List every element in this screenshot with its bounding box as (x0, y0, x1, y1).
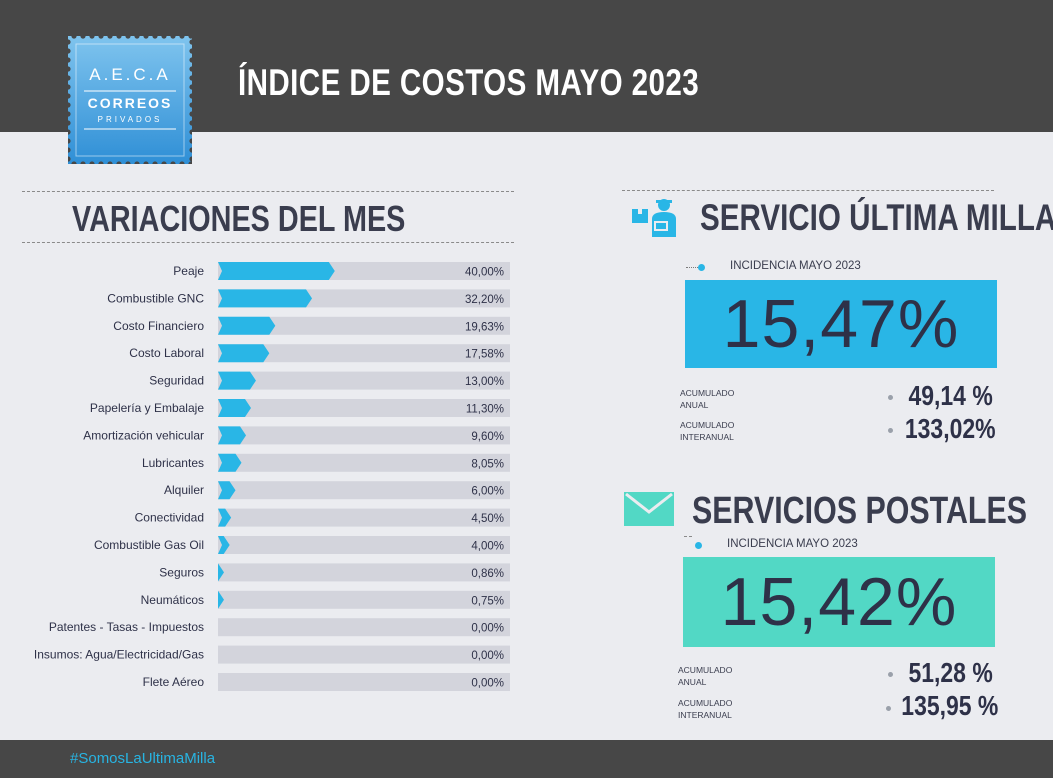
value-label: 0,75% (471, 595, 504, 607)
bar-3 (218, 344, 270, 363)
bar-track (218, 508, 510, 527)
divider-bottom-left (22, 242, 514, 243)
bar-6 (218, 426, 247, 445)
logo-correos-text: CORREOS (88, 95, 173, 111)
acumulado-anual-value-ultima: 49,14 % (908, 380, 993, 411)
incidencia-label-postales: INCIDENCIA MAYO 2023 (727, 538, 858, 550)
incidencia-connector (686, 267, 700, 268)
bullet-interanual-postales (886, 706, 891, 711)
category-label: Seguros (159, 565, 204, 579)
divider-top-left (22, 191, 514, 192)
bar-4 (218, 371, 256, 390)
category-label: Combustible Gas Oil (94, 538, 204, 552)
value-label: 6,00% (471, 486, 504, 498)
bar-10 (218, 536, 230, 554)
acumulado-interanual-value-ultima: 133,02% (905, 413, 996, 444)
incidencia-bullet-postales (695, 542, 702, 549)
bar-8 (218, 481, 236, 500)
acumulado-anual-label-ultima: ACUMULADO ANUAL (680, 388, 735, 410)
acumulado-interanual-label-postales: ACUMULADO INTERANUAL (678, 698, 733, 720)
bar-0 (218, 262, 335, 280)
footer-bar (0, 740, 1053, 778)
category-label: Alquiler (164, 483, 204, 497)
value-label: 0,86% (471, 568, 504, 580)
bullet-anual-ultima (888, 395, 893, 400)
acumulado-interanual-value-postales: 135,95 % (900, 690, 998, 721)
category-label: Costo Laboral (129, 346, 204, 360)
bar-track (218, 399, 510, 417)
bar-track (218, 344, 510, 363)
category-label: Conectividad (135, 511, 204, 525)
incidencia-box-postales: 15,42% (683, 557, 995, 647)
envelope-icon (624, 492, 674, 526)
bar-track (218, 618, 510, 637)
bar-5 (218, 399, 251, 417)
bar-9 (218, 508, 232, 527)
section-title-postales: SERVICIOS POSTALES (692, 490, 1028, 532)
category-label: Neumáticos (141, 593, 204, 607)
value-label: 0,00% (471, 650, 504, 662)
delivery-person-icon (632, 199, 676, 237)
page-title: ÍNDICE DE COSTOS MAYO 2023 (238, 62, 700, 103)
bar-1 (218, 289, 313, 308)
acumulado-anual-label-postales: ACUMULADO ANUAL (678, 665, 733, 687)
category-label: Amortización vehicular (83, 428, 204, 442)
category-label: Papelería y Embalaje (90, 401, 204, 415)
section-title-variaciones: VARIACIONES DEL MES (72, 198, 406, 239)
acumulado-interanual-label-ultima: ACUMULADO INTERANUAL (680, 420, 735, 442)
acumulado-anual-value-postales: 51,28 % (908, 657, 993, 688)
category-label: Peaje (173, 264, 204, 278)
bar-11 (218, 563, 224, 582)
logo-aeca-text: A.E.C.A (89, 65, 170, 84)
footer-hashtag[interactable]: #SomosLaUltimaMilla (70, 750, 216, 767)
bar-track (218, 371, 510, 390)
value-label: 0,00% (471, 678, 504, 690)
category-label: Seguridad (149, 374, 204, 388)
bar-track (218, 536, 510, 554)
value-label: 8,05% (471, 458, 504, 470)
value-label: 0,00% (471, 623, 504, 635)
category-label: Costo Financiero (113, 319, 204, 333)
bar-track (218, 563, 510, 582)
bar-12 (218, 590, 224, 609)
logo-privados-text: PRIVADOS (98, 115, 163, 124)
bar-7 (218, 453, 242, 472)
divider-ultima-milla (622, 190, 994, 191)
value-label: 40,00% (465, 267, 504, 279)
incidencia-value-ultima: 15,47% (722, 286, 960, 362)
bar-track (218, 453, 510, 472)
value-label: 9,60% (471, 431, 504, 443)
bar-track (218, 316, 510, 335)
bar-2 (218, 316, 276, 335)
value-label: 19,63% (465, 321, 504, 333)
bullet-anual-postales (888, 672, 893, 677)
category-label: Flete Aéreo (143, 675, 205, 689)
incidencia-label-ultima: INCIDENCIA MAYO 2023 (730, 260, 861, 272)
incidencia-connector-postales (684, 536, 692, 537)
bar-track (218, 645, 510, 664)
variaciones-bar-chart: Peaje 40,00% Combustible GNC 32,20% Costo Fi… (34, 262, 510, 691)
incidencia-value-postales: 15,42% (720, 564, 958, 640)
value-label: 32,20% (465, 294, 504, 306)
category-label: Insumos: Agua/Electricidad/Gas (34, 648, 204, 662)
section-title-ultima-milla: SERVICIO ÚLTIMA MILLA (700, 197, 1053, 238)
bullet-interanual-ultima (888, 428, 893, 433)
value-label: 4,50% (471, 513, 504, 525)
bar-track (218, 426, 510, 445)
value-label: 13,00% (465, 376, 504, 388)
aeca-logo: A.E.C.A CORREOS PRIVADOS (68, 36, 192, 164)
category-label: Combustible GNC (107, 291, 204, 305)
incidencia-bullet-ultima (698, 264, 705, 271)
value-label: 11,30% (466, 404, 504, 416)
bar-track (218, 590, 510, 609)
category-label: Lubricantes (142, 456, 204, 470)
category-label: Patentes - Tasas - Impuestos (49, 620, 204, 634)
bar-track (218, 673, 510, 691)
value-label: 4,00% (471, 541, 504, 553)
incidencia-box-ultima: 15,47% (685, 280, 997, 368)
bar-track (218, 481, 510, 500)
value-label: 17,58% (465, 349, 504, 361)
